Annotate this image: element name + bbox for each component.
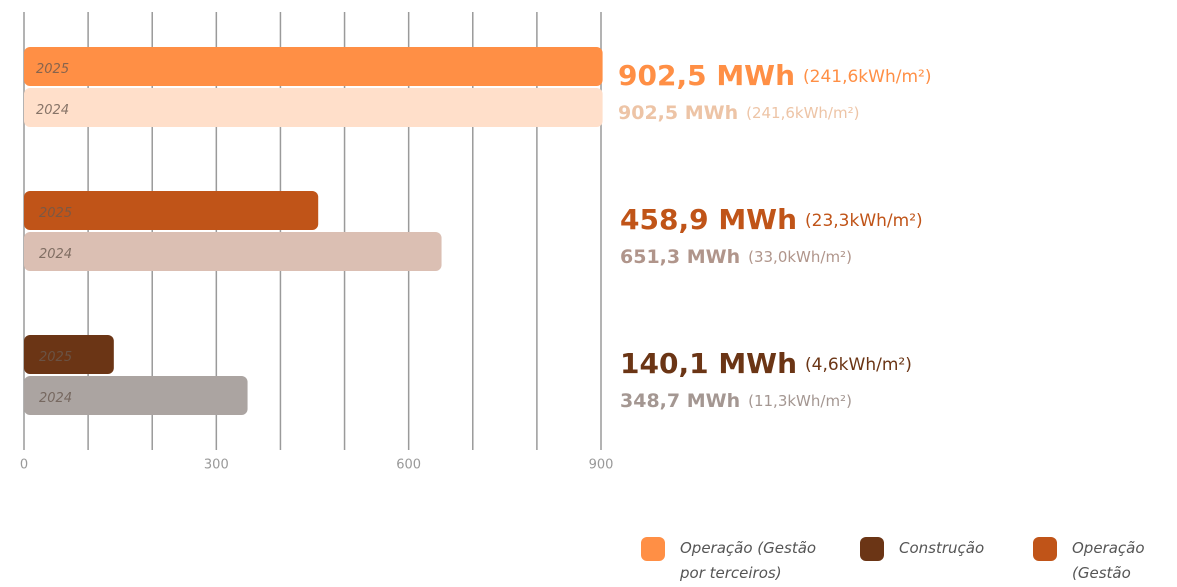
legend-swatch	[860, 537, 884, 561]
legend-label: Construção	[899, 539, 985, 557]
bar-year-label: 2025	[36, 62, 69, 77]
intensity-text: (241,6kWh/m²)	[746, 104, 859, 122]
x-tick-label: 900	[589, 458, 614, 473]
bar-year-label: 2025	[39, 206, 72, 221]
bar-year-label: 2024	[39, 247, 72, 262]
legend-label: Operação (Gestão por terceiros)	[680, 539, 817, 582]
value-text: 902,5 MWh	[618, 102, 738, 124]
value-label: 902,5 MWh (241,6kWh/m²)	[618, 102, 859, 124]
value-text: 458,9 MWh	[620, 203, 797, 236]
legend-swatch	[1033, 537, 1057, 561]
bar	[24, 47, 603, 86]
value-label: 902,5 MWh (241,6kWh/m²)	[618, 59, 931, 92]
bar-year-label: 2025	[39, 350, 72, 365]
legend-item: Operação (Gestão por terceiros)	[641, 537, 831, 586]
bar	[24, 232, 442, 271]
value-text: 651,3 MWh	[620, 246, 740, 268]
intensity-text: (11,3kWh/m²)	[748, 392, 852, 410]
bar-year-label: 2024	[39, 391, 72, 406]
intensity-text: (23,3kWh/m²)	[805, 211, 923, 231]
value-label: 140,1 MWh (4,6kWh/m²)	[620, 347, 912, 380]
value-text: 348,7 MWh	[620, 390, 740, 412]
intensity-text: (4,6kWh/m²)	[805, 355, 912, 375]
value-label: 458,9 MWh (23,3kWh/m²)	[620, 203, 923, 236]
bar	[24, 376, 248, 415]
x-tick-label: 600	[396, 458, 421, 473]
bar-year-label: 2024	[36, 103, 69, 118]
value-label: 651,3 MWh (33,0kWh/m²)	[620, 246, 852, 268]
legend-item: Construção	[860, 537, 1000, 561]
bar	[24, 88, 603, 127]
legend-label: Operação (Gestão OIC)	[1072, 539, 1145, 582]
x-tick-label: 0	[20, 458, 28, 473]
legend-item: Operação (Gestão OIC)	[1033, 537, 1145, 587]
intensity-text: (241,6kWh/m²)	[803, 67, 931, 87]
legend-swatch	[641, 537, 665, 561]
value-text: 140,1 MWh	[620, 347, 797, 380]
x-tick-label: 300	[204, 458, 229, 473]
bar	[24, 191, 319, 230]
value-text: 902,5 MWh	[618, 59, 795, 92]
bar	[24, 335, 114, 374]
intensity-text: (33,0kWh/m²)	[748, 248, 852, 266]
value-label: 348,7 MWh (11,3kWh/m²)	[620, 390, 852, 412]
